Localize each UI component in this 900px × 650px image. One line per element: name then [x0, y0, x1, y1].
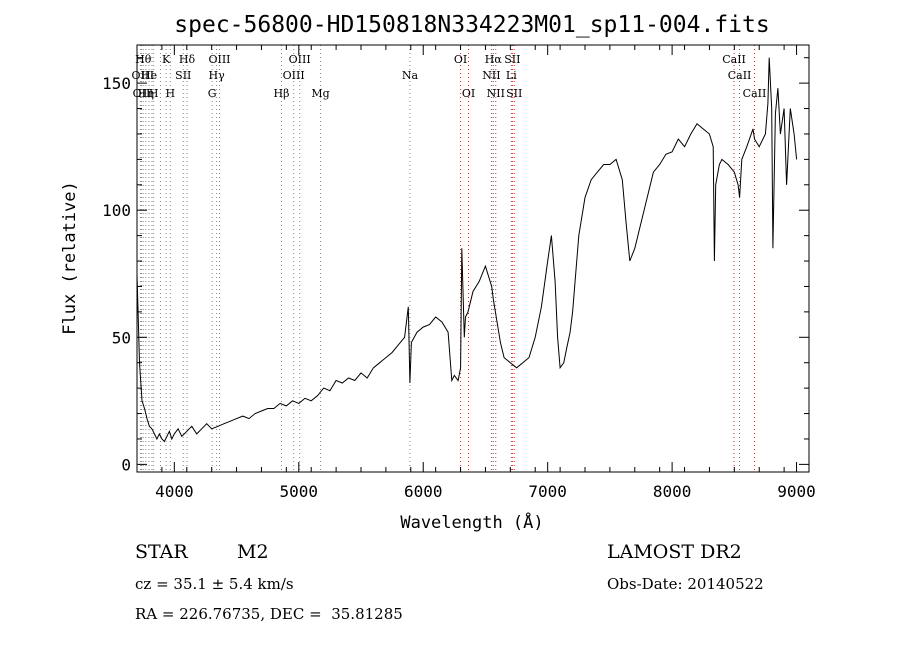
x-tick-label: 5000	[280, 482, 319, 501]
spectral-line-label: H	[149, 87, 159, 100]
plot-frame	[136, 44, 810, 473]
y-tick-label: 150	[102, 74, 131, 93]
flux-line	[136, 57, 798, 443]
spectral-line-label: NII	[487, 87, 505, 100]
spectral-line-label: SII	[506, 87, 522, 100]
spectral-line-label: CaII	[728, 69, 752, 82]
x-axis-label: Wavelength (Å)	[400, 511, 543, 533]
spectral-line-label: G	[208, 87, 217, 100]
spectral-line-label: Hα	[485, 53, 503, 66]
spectral-line-label: Hγ	[209, 69, 226, 82]
spectral-line-label: Li	[506, 69, 517, 82]
flux-series	[136, 57, 798, 443]
spectral-line-label: He	[141, 69, 157, 82]
spectral-line-label: I	[150, 69, 154, 82]
redshift-velocity: cz = 35.1 ± 5.4 km/s	[135, 575, 294, 593]
spectral-line-label: OII	[132, 69, 150, 82]
y-axis-label: Flux (relative)	[60, 181, 80, 335]
spectral-line-label: OIII	[208, 53, 230, 66]
spectral-line-labels: HθOIIOIIHηHeIHKHSIIHδGHγOIIIHβOIIIOIIIMg…	[132, 53, 767, 100]
x-tick-label: 8000	[653, 482, 692, 501]
x-axis: 4000 5000 6000 7000 8000 9000	[136, 45, 816, 501]
object-class: STAR	[135, 541, 188, 563]
spectral-line-label: OI	[454, 53, 467, 66]
spectral-line-label: SII	[504, 53, 520, 66]
spectral-line-label: CaII	[743, 87, 767, 100]
spectral-line-label: Na	[402, 69, 419, 82]
x-tick-label: 4000	[155, 482, 194, 501]
spectral-line-label: K	[162, 53, 171, 66]
spectral-line-label: Hθ	[135, 53, 152, 66]
spectral-line-label: OIII	[289, 53, 311, 66]
y-tick-label: 100	[102, 201, 131, 220]
spectral-line-markers	[139, 45, 755, 472]
spectral-line-label: CaII	[722, 53, 746, 66]
y-axis: 0 50 100 150	[102, 57, 809, 474]
x-tick-label: 9000	[777, 482, 816, 501]
spectral-line-label: Mg	[311, 87, 329, 100]
observation-date: Obs-Date: 20140522	[607, 575, 764, 593]
y-tick-label: 0	[121, 455, 131, 474]
spectral-line-label: Hδ	[179, 53, 196, 66]
spectral-line-label: Hη	[138, 87, 154, 100]
spectral-line-label: OI	[462, 87, 475, 100]
spectral-line-label: H	[166, 87, 176, 100]
chart-title: spec-56800-HD150818N334223M01_sp11-004.f…	[174, 12, 769, 38]
y-tick-label: 50	[112, 328, 131, 347]
spectral-line-label: Hβ	[274, 87, 290, 100]
spectral-line-label: NII	[482, 69, 500, 82]
object-subclass: M2	[237, 541, 269, 563]
spectral-line-label: OIII	[283, 69, 305, 82]
x-tick-label: 6000	[404, 482, 443, 501]
coordinates: RA = 226.76735, DEC = 35.81285	[135, 605, 403, 623]
spectral-line-label: SII	[175, 69, 191, 82]
survey-name: LAMOST DR2	[607, 541, 742, 563]
x-tick-label: 7000	[528, 482, 567, 501]
